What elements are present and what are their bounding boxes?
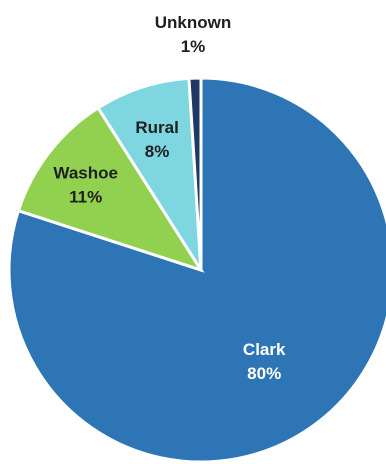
data-label-clark: Clark 80% — [243, 340, 286, 383]
pie-labels: Clark 80% Washoe 11% Rural 8% Unknown 1% — [53, 13, 286, 383]
data-label-name-clark: Clark — [243, 340, 286, 359]
data-label-value-rural: 8% — [145, 142, 170, 161]
data-label-unknown: Unknown 1% — [155, 13, 232, 56]
data-label-value-clark: 80% — [247, 364, 281, 383]
data-label-value-unknown: 1% — [181, 37, 206, 56]
data-label-name-unknown: Unknown — [155, 13, 232, 32]
pie-slice-unknown — [187, 76, 203, 271]
data-label-rural: Rural 8% — [135, 118, 178, 161]
pie-slice-washoe — [16, 105, 205, 273]
pie-slices — [7, 76, 386, 464]
pie-slice-rural — [96, 76, 203, 271]
data-label-washoe: Washoe 11% — [53, 164, 118, 207]
data-label-name-washoe: Washoe — [53, 164, 118, 183]
data-label-name-rural: Rural — [135, 118, 178, 137]
data-label-value-washoe: 11% — [69, 188, 102, 207]
